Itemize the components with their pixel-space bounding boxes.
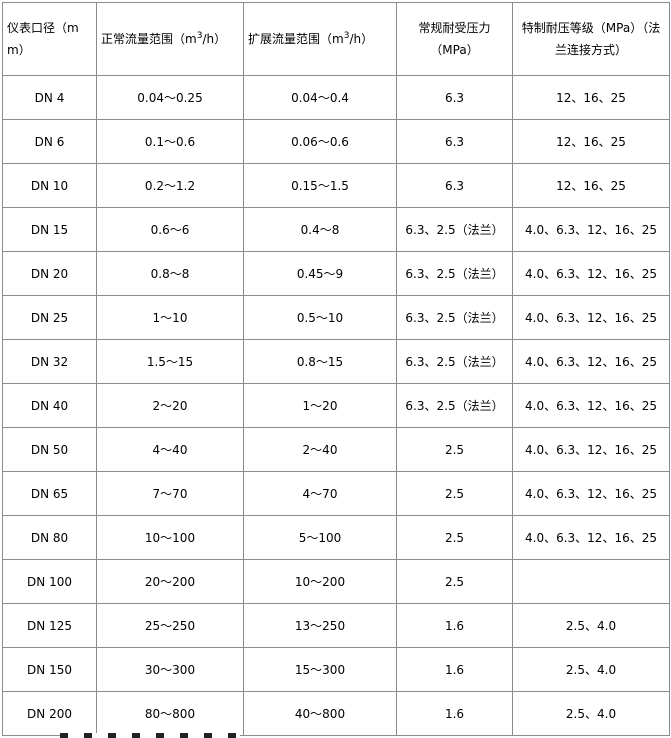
cell-extended-flow: 2～40 [243, 427, 397, 472]
cell-normal-flow: 25～250 [96, 603, 244, 648]
cell-special-pressure: 12、16、25 [512, 163, 670, 208]
cell-extended-flow: 0.5～10 [243, 295, 397, 340]
cell-extended-flow: 15～300 [243, 647, 397, 692]
table-row: DN 32 1.5～15 0.8～15 6.3、2.5（法兰） 4.0、6.3、12、1… [2, 339, 670, 384]
table-row: DN 10 0.2～1.2 0.15～1.5 6.3 12、16、25 [2, 163, 670, 208]
cell-size: DN 200 [2, 691, 97, 736]
cell-special-pressure: 4.0、6.3、12、16、25 [512, 383, 670, 428]
cell-normal-flow: 2～20 [96, 383, 244, 428]
cell-special-pressure: 12、16、25 [512, 119, 670, 164]
cell-extended-flow: 13～250 [243, 603, 397, 648]
cell-pressure: 1.6 [396, 647, 513, 692]
table-row: DN 40 2～20 1～20 6.3、2.5（法兰） 4.0、6.3、12、16、25 [2, 383, 670, 428]
cell-special-pressure: 4.0、6.3、12、16、25 [512, 295, 670, 340]
header-extended-flow: 扩展流量范围（m3/h） [243, 2, 397, 76]
cell-size: DN 6 [2, 119, 97, 164]
cell-extended-flow: 0.06～0.6 [243, 119, 397, 164]
cell-normal-flow: 20～200 [96, 559, 244, 604]
cell-normal-flow: 1.5～15 [96, 339, 244, 384]
table-row: DN 4 0.04～0.25 0.04～0.4 6.3 12、16、25 [2, 75, 670, 120]
cell-pressure: 6.3、2.5（法兰） [396, 207, 513, 252]
cell-pressure: 6.3 [396, 163, 513, 208]
table-row: DN 25 1～10 0.5～10 6.3、2.5（法兰） 4.0、6.3、12、16、… [2, 295, 670, 340]
cell-size: DN 80 [2, 515, 97, 560]
cell-extended-flow: 5～100 [243, 515, 397, 560]
table-row: DN 100 20～200 10～200 2.5 [2, 559, 670, 604]
cell-size: DN 20 [2, 251, 97, 296]
cell-special-pressure: 4.0、6.3、12、16、25 [512, 515, 670, 560]
cell-size: DN 50 [2, 427, 97, 472]
header-normal-flow: 正常流量范围（m3/h） [96, 2, 244, 76]
cell-pressure: 2.5 [396, 559, 513, 604]
cell-normal-flow: 0.2～1.2 [96, 163, 244, 208]
cell-special-pressure: 12、16、25 [512, 75, 670, 120]
cell-special-pressure: 2.5、4.0 [512, 603, 670, 648]
cell-normal-flow: 30～300 [96, 647, 244, 692]
cell-extended-flow: 40～800 [243, 691, 397, 736]
table-row: DN 50 4～40 2～40 2.5 4.0、6.3、12、16、25 [2, 427, 670, 472]
cell-pressure: 2.5 [396, 471, 513, 516]
cell-extended-flow: 0.4～8 [243, 207, 397, 252]
table-row: DN 65 7～70 4～70 2.5 4.0、6.3、12、16、25 [2, 471, 670, 516]
cell-size: DN 100 [2, 559, 97, 604]
cut-off-text [60, 733, 240, 738]
cell-normal-flow: 0.6～6 [96, 207, 244, 252]
cell-size: DN 65 [2, 471, 97, 516]
cell-pressure: 2.5 [396, 427, 513, 472]
cell-special-pressure: 4.0、6.3、12、16、25 [512, 427, 670, 472]
cell-pressure: 6.3 [396, 119, 513, 164]
cell-special-pressure: 4.0、6.3、12、16、25 [512, 251, 670, 296]
cell-pressure: 1.6 [396, 691, 513, 736]
cell-special-pressure: 4.0、6.3、12、16、25 [512, 339, 670, 384]
cell-normal-flow: 10～100 [96, 515, 244, 560]
cell-extended-flow: 0.45～9 [243, 251, 397, 296]
table-row: DN 15 0.6～6 0.4～8 6.3、2.5（法兰） 4.0、6.3、12、16、… [2, 207, 670, 252]
cell-extended-flow: 0.04～0.4 [243, 75, 397, 120]
cell-size: DN 4 [2, 75, 97, 120]
table-row: DN 20 0.8～8 0.45～9 6.3、2.5（法兰） 4.0、6.3、12、16… [2, 251, 670, 296]
cell-pressure: 6.3、2.5（法兰） [396, 295, 513, 340]
cell-extended-flow: 1～20 [243, 383, 397, 428]
cell-normal-flow: 0.8～8 [96, 251, 244, 296]
cell-special-pressure: 2.5、4.0 [512, 691, 670, 736]
cell-special-pressure: 4.0、6.3、12、16、25 [512, 471, 670, 516]
cell-normal-flow: 0.04～0.25 [96, 75, 244, 120]
cell-extended-flow: 0.15～1.5 [243, 163, 397, 208]
cell-pressure: 6.3、2.5（法兰） [396, 251, 513, 296]
cell-size: DN 150 [2, 647, 97, 692]
cell-extended-flow: 4～70 [243, 471, 397, 516]
cell-size: DN 125 [2, 603, 97, 648]
cell-pressure: 6.3、2.5（法兰） [396, 339, 513, 384]
cell-pressure: 2.5 [396, 515, 513, 560]
cell-size: DN 40 [2, 383, 97, 428]
table-row: DN 6 0.1～0.6 0.06～0.6 6.3 12、16、25 [2, 119, 670, 164]
table-row: DN 150 30～300 15～300 1.6 2.5、4.0 [2, 647, 670, 692]
cell-special-pressure [512, 559, 670, 604]
cell-size: DN 32 [2, 339, 97, 384]
cell-pressure: 6.3、2.5（法兰） [396, 383, 513, 428]
cell-size: DN 10 [2, 163, 97, 208]
cell-special-pressure: 4.0、6.3、12、16、25 [512, 207, 670, 252]
header-size: 仪表口径（m m） [2, 2, 97, 76]
cell-pressure: 6.3 [396, 75, 513, 120]
header-row: 仪表口径（m m） 正常流量范围（m3/h） 扩展流量范围（m3/h） 常规耐受… [2, 2, 670, 76]
cell-size: DN 25 [2, 295, 97, 340]
table-row: DN 125 25～250 13～250 1.6 2.5、4.0 [2, 603, 670, 648]
header-pressure: 常规耐受压力（MPa） [396, 2, 513, 76]
cell-extended-flow: 10～200 [243, 559, 397, 604]
cell-normal-flow: 80～800 [96, 691, 244, 736]
cell-size: DN 15 [2, 207, 97, 252]
cell-normal-flow: 0.1～0.6 [96, 119, 244, 164]
cell-pressure: 1.6 [396, 603, 513, 648]
cell-extended-flow: 0.8～15 [243, 339, 397, 384]
header-special-pressure: 特制耐压等级（MPa）（法兰连接方式） [512, 2, 670, 76]
cell-special-pressure: 2.5、4.0 [512, 647, 670, 692]
table-row: DN 200 80～800 40～800 1.6 2.5、4.0 [2, 691, 670, 736]
cell-normal-flow: 7～70 [96, 471, 244, 516]
table-row: DN 80 10～100 5～100 2.5 4.0、6.3、12、16、25 [2, 515, 670, 560]
cell-normal-flow: 1～10 [96, 295, 244, 340]
cell-normal-flow: 4～40 [96, 427, 244, 472]
